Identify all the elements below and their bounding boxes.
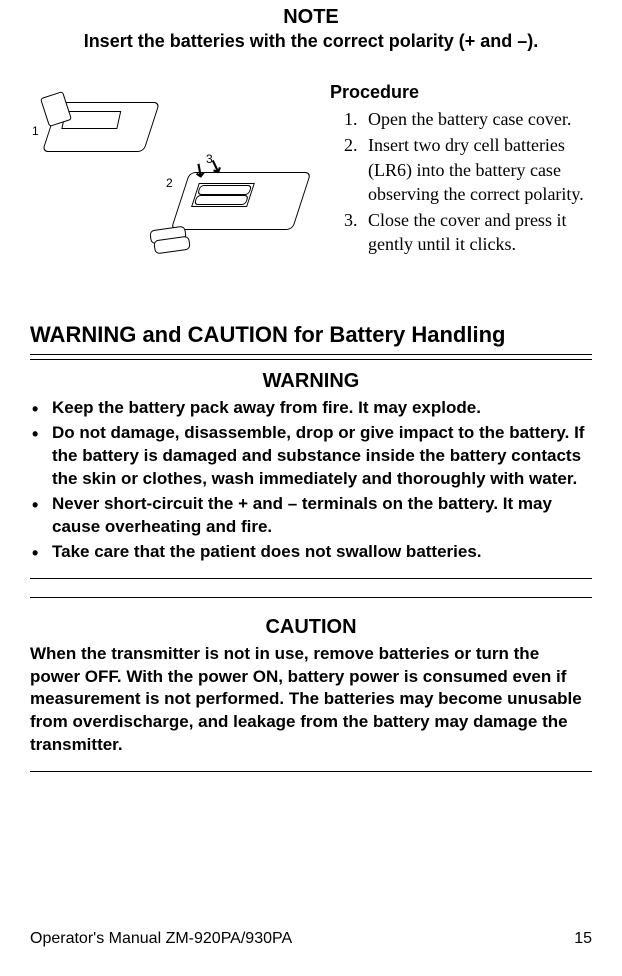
double-rule <box>30 354 592 360</box>
page: NOTE Insert the batteries with the corre… <box>0 6 622 976</box>
note-subtitle: Insert the batteries with the correct po… <box>30 31 592 52</box>
procedure-heading: Procedure <box>330 82 592 103</box>
procedure-step: Close the cover and press it gently unti… <box>362 208 592 257</box>
diagram-label-1: 1 <box>32 124 39 138</box>
procedure-row: 1 2 3 ↘ ↘ Procedure Open the battery cas… <box>30 82 592 262</box>
warning-title: WARNING <box>30 370 592 393</box>
warning-item: Never short-circuit the + and – terminal… <box>30 493 592 539</box>
warning-item: Take care that the patient does not swal… <box>30 541 592 564</box>
diagram-label-2: 2 <box>166 176 173 190</box>
procedure-step: Open the battery case cover. <box>362 107 592 131</box>
procedure-list: Open the battery case cover. Insert two … <box>330 107 592 257</box>
rule <box>30 771 592 772</box>
rule <box>30 578 592 579</box>
caution-title: CAUTION <box>30 616 592 639</box>
section-heading: WARNING and CAUTION for Battery Handling <box>30 322 592 348</box>
footer-page-number: 15 <box>574 930 592 948</box>
device-open-icon <box>171 172 312 230</box>
procedure-column: Procedure Open the battery case cover. I… <box>330 82 592 262</box>
warning-list: Keep the battery pack away from fire. It… <box>30 397 592 564</box>
note-title: NOTE <box>30 6 592 29</box>
footer-left: Operator's Manual ZM-920PA/930PA <box>30 930 292 948</box>
procedure-step: Insert two dry cell batteries (LR6) into… <box>362 133 592 206</box>
warning-item: Do not damage, disassemble, drop or give… <box>30 422 592 491</box>
battery-slot-icon <box>191 183 255 207</box>
caution-text: When the transmitter is not in use, remo… <box>30 643 592 758</box>
rule <box>30 597 592 598</box>
battery-diagram: 1 2 3 ↘ ↘ <box>30 82 330 262</box>
warning-item: Keep the battery pack away from fire. It… <box>30 397 592 420</box>
page-footer: Operator's Manual ZM-920PA/930PA 15 <box>30 930 592 948</box>
